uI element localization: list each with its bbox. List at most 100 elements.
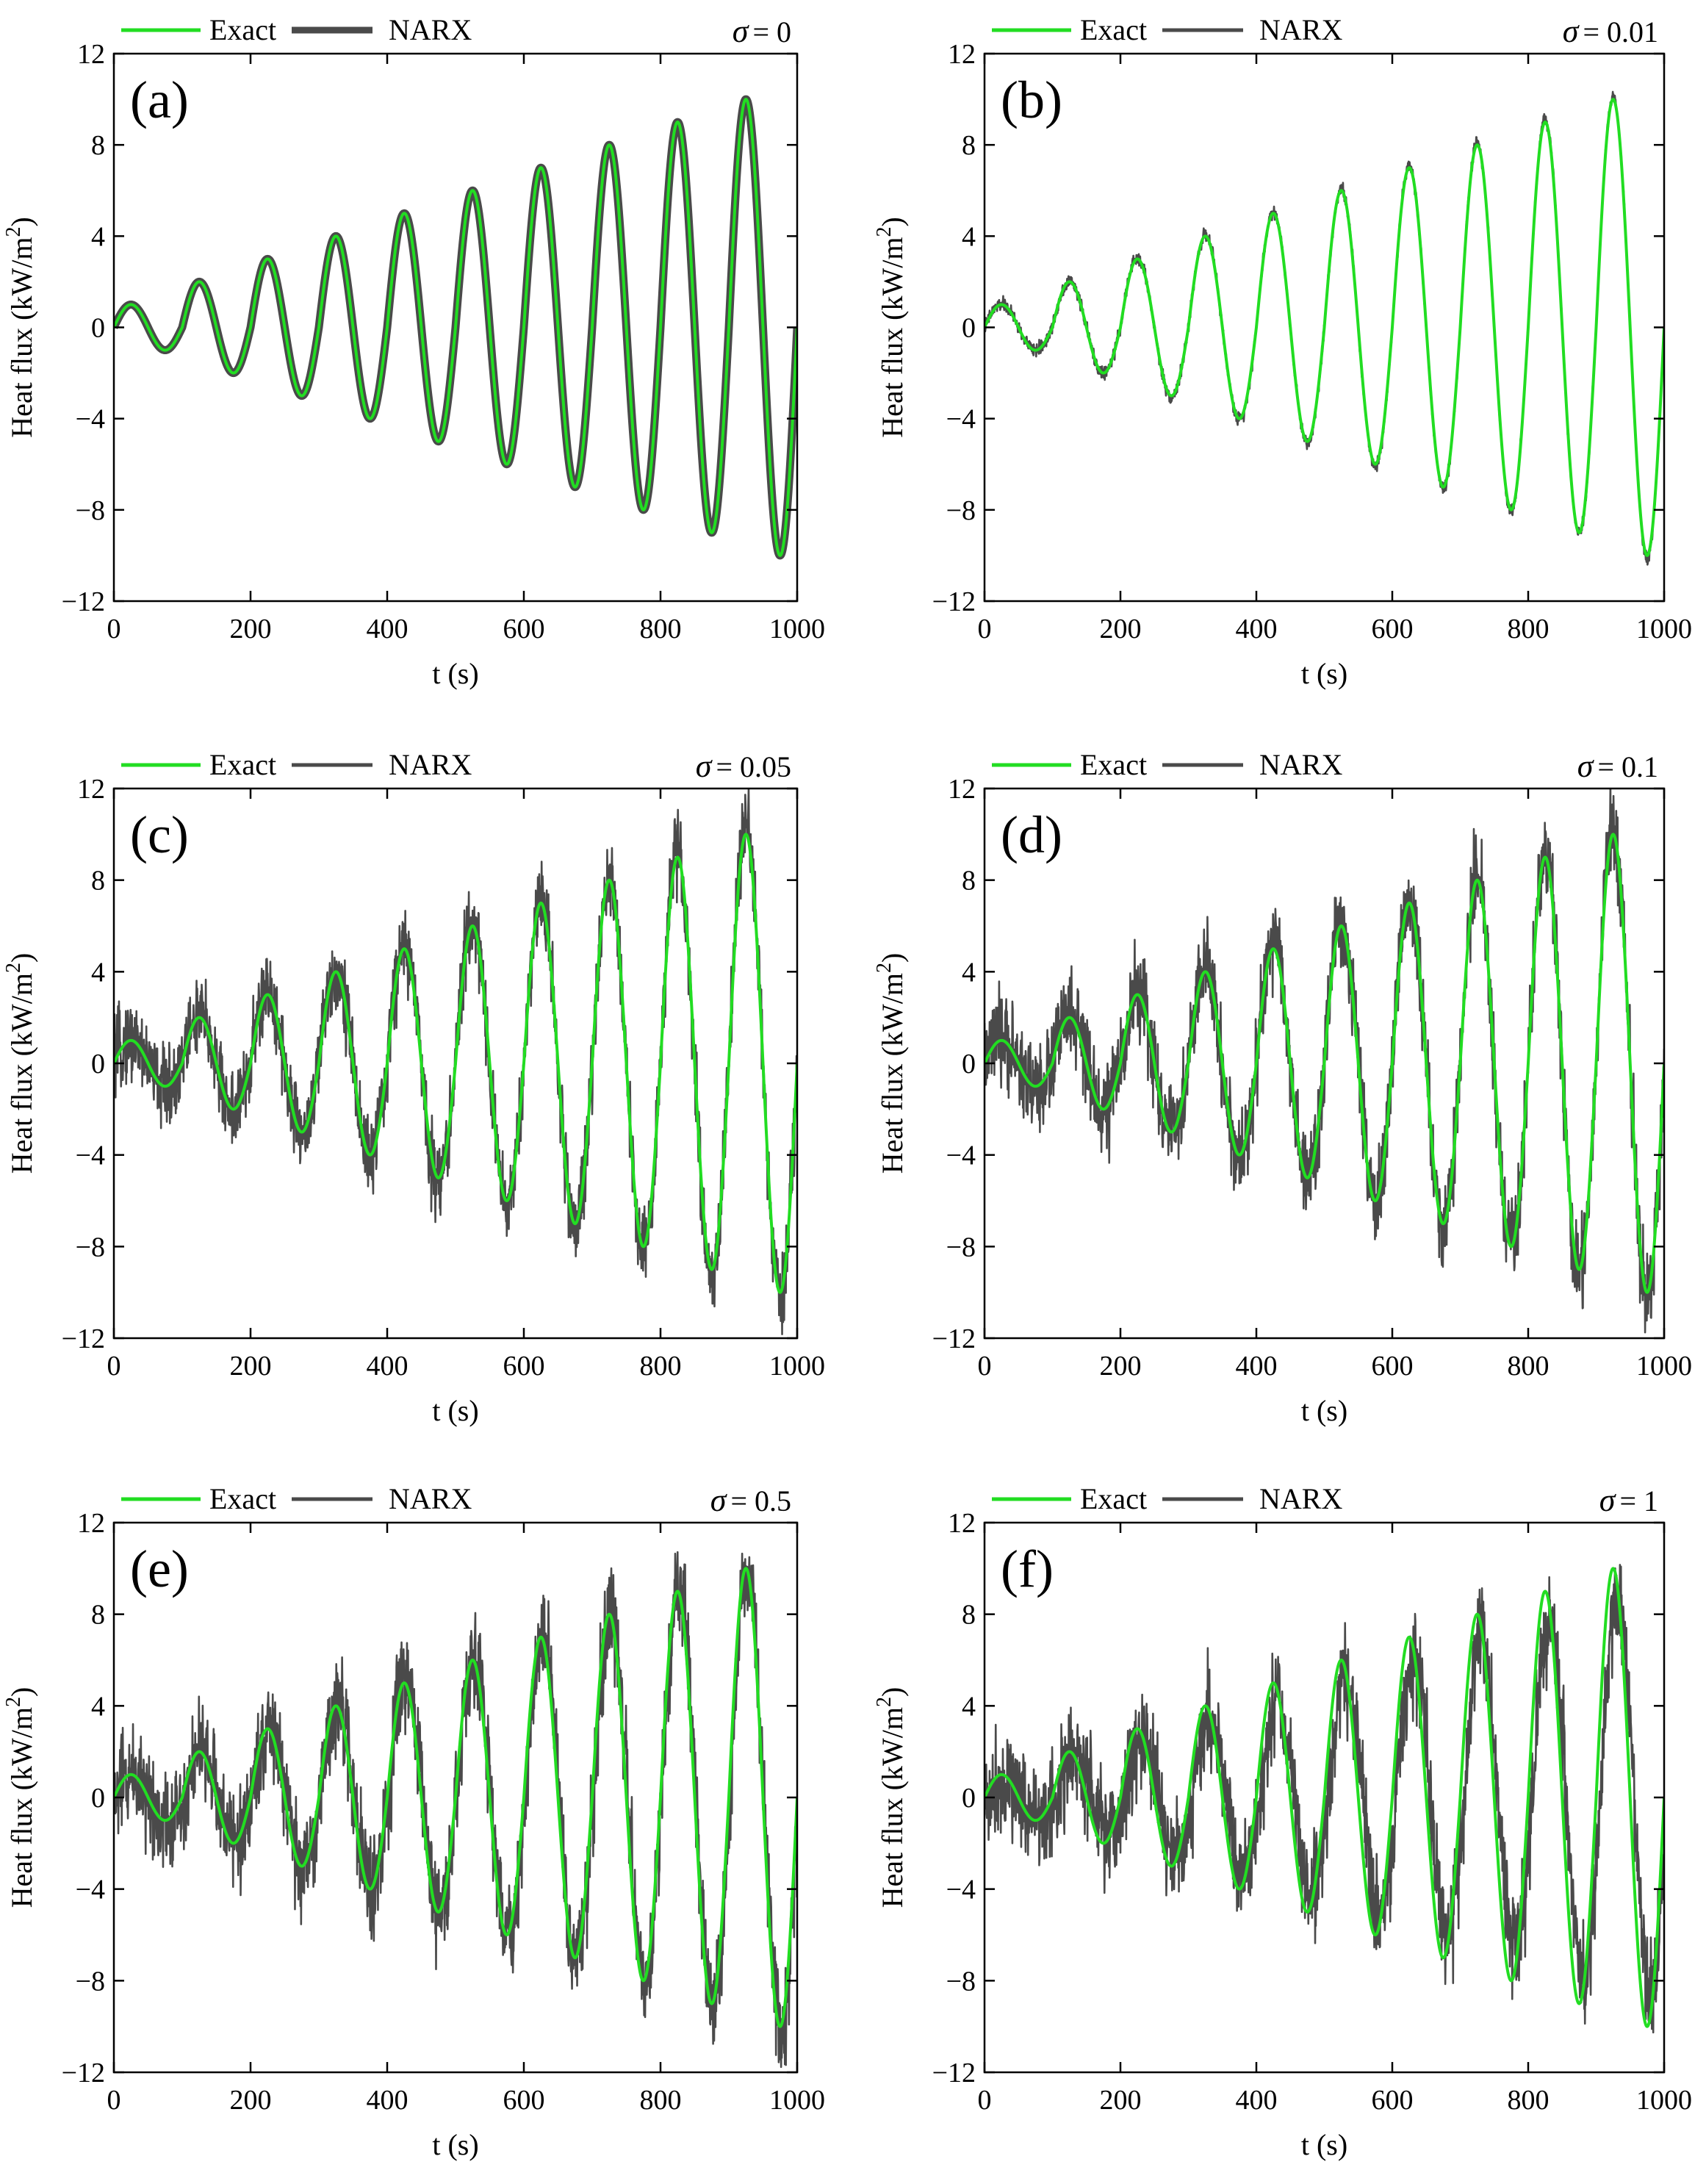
y-axis-label-superscript: 2 <box>873 1697 896 1707</box>
x-axis-label: t (s) <box>1301 1394 1347 1427</box>
series-exact-line <box>114 1567 797 2028</box>
x-tick-label: 600 <box>1372 1351 1414 1382</box>
y-tick-label: −8 <box>946 1232 976 1262</box>
x-tick-label: 600 <box>503 2085 545 2116</box>
x-tick-label: 200 <box>1100 2085 1142 2116</box>
y-tick-label: 4 <box>91 1691 105 1722</box>
y-tick-label: 0 <box>91 1049 105 1080</box>
chart-panel-f: 0 200 400 600 800 1000 −12 −8 −4 0 4 8 12 t (s) Heat f… <box>873 1482 1692 2161</box>
y-tick-label: −4 <box>76 404 105 435</box>
x-tick-label: 600 <box>503 1351 545 1382</box>
x-tick-label: 600 <box>1372 614 1414 644</box>
x-axis-label: t (s) <box>432 1394 478 1427</box>
x-tick-label: 200 <box>230 1351 272 1382</box>
y-tick-label: −8 <box>76 1232 105 1262</box>
x-tick-label: 1000 <box>769 614 825 644</box>
sigma-value: = 0.5 <box>730 1484 791 1517</box>
x-tick-label: 200 <box>1100 1351 1142 1382</box>
y-tick-label: −8 <box>76 495 105 526</box>
y-axis-label-close: ) <box>876 1687 909 1697</box>
x-tick-label: 200 <box>1100 614 1142 644</box>
series-exact-line <box>114 97 797 558</box>
chart-panel-a: 0 200 400 600 800 1000 −12 −8 −4 0 4 8 12 t (s) Heat f… <box>2 13 825 690</box>
x-tick-label: 1000 <box>769 1351 825 1382</box>
panel-label: (f) <box>1001 1540 1054 1598</box>
panel-label: (d) <box>1001 805 1062 864</box>
sigma-annotation: σ = 0.05 <box>696 748 791 784</box>
y-tick-label: −8 <box>946 495 976 526</box>
y-tick-label: 4 <box>91 957 105 988</box>
y-axis-label-close: ) <box>876 953 909 963</box>
y-axis-label-superscript: 2 <box>873 963 896 973</box>
y-tick-label: −4 <box>76 1875 105 1905</box>
sigma-annotation: σ = 0 <box>733 13 791 49</box>
x-tick-label: 400 <box>1236 2085 1278 2116</box>
sigma-value: = 0.01 <box>1583 15 1658 49</box>
y-tick-label: 12 <box>77 39 105 70</box>
x-tick-label: 0 <box>978 614 992 644</box>
x-tick-label: 0 <box>107 614 121 644</box>
y-tick-label: −8 <box>76 1966 105 1997</box>
sigma-value: = 0.05 <box>716 750 791 783</box>
y-tick-label: 8 <box>962 130 976 161</box>
chart-panel-d: 0 200 400 600 800 1000 −12 −8 −4 0 4 8 12 t (s) Heat f… <box>873 748 1692 1427</box>
y-axis-label-superscript: 2 <box>2 963 25 973</box>
panel-label: (b) <box>1001 71 1062 129</box>
y-tick-label: −4 <box>946 1875 976 1905</box>
y-tick-label: 0 <box>91 1783 105 1814</box>
y-axis-label: Heat flux (kW/m2) <box>2 217 38 438</box>
legend-narx-label: NARX <box>1259 13 1342 46</box>
y-tick-label: 8 <box>91 130 105 161</box>
x-tick-label: 600 <box>503 614 545 644</box>
panel-label: (c) <box>130 805 189 864</box>
y-axis-label-superscript: 2 <box>2 1697 25 1707</box>
y-tick-label: 12 <box>77 774 105 805</box>
y-tick-label: 8 <box>91 866 105 897</box>
y-tick-label: −4 <box>946 1141 976 1171</box>
x-tick-label: 200 <box>230 614 272 644</box>
y-tick-label: −4 <box>76 1141 105 1171</box>
y-axis-label: Heat flux (kW/m2) <box>2 1687 38 1908</box>
y-tick-label: −12 <box>932 586 976 617</box>
y-tick-label: 0 <box>962 1783 976 1814</box>
y-axis-label: Heat flux (kW/m2) <box>873 1687 909 1908</box>
y-tick-label: 0 <box>962 313 976 344</box>
legend-exact-label: Exact <box>1080 1482 1147 1515</box>
sigma-annotation: σ = 0.01 <box>1563 13 1658 49</box>
sigma-annotation: σ = 0.5 <box>710 1482 791 1518</box>
y-axis-label-close: ) <box>5 217 38 226</box>
chart-panel-e: 0 200 400 600 800 1000 −12 −8 −4 0 4 8 12 t (s) Heat f… <box>2 1482 825 2161</box>
y-tick-label: 8 <box>962 1600 976 1631</box>
series-exact-line <box>985 1567 1664 2028</box>
x-tick-label: 0 <box>107 1351 121 1382</box>
y-axis-label-superscript: 2 <box>873 227 896 237</box>
legend-narx-label: NARX <box>1259 748 1342 781</box>
y-axis-label-close: ) <box>876 217 909 226</box>
x-tick-label: 600 <box>1372 2085 1414 2116</box>
sigma-symbol: σ <box>1599 1482 1617 1518</box>
panel-label: (a) <box>130 71 189 129</box>
y-axis-label-main: Heat flux (kW/m <box>5 973 38 1174</box>
x-tick-label: 800 <box>1508 614 1550 644</box>
sigma-symbol: σ <box>733 13 750 49</box>
x-tick-label: 800 <box>640 2085 682 2116</box>
sigma-annotation: σ = 0.1 <box>1577 748 1658 784</box>
x-tick-label: 1000 <box>1636 2085 1692 2116</box>
x-axis-label: t (s) <box>432 2128 478 2161</box>
legend-narx-label: NARX <box>1259 1482 1342 1515</box>
series-narx-line <box>114 1551 797 2068</box>
x-axis-label: t (s) <box>432 657 478 690</box>
y-tick-label: −12 <box>932 2058 976 2088</box>
legend-exact-label: Exact <box>209 1482 276 1515</box>
x-axis-label: t (s) <box>1301 657 1347 690</box>
x-tick-label: 1000 <box>1636 614 1692 644</box>
y-tick-label: −12 <box>932 1323 976 1354</box>
y-axis-label-main: Heat flux (kW/m <box>5 237 38 438</box>
x-tick-label: 800 <box>1508 2085 1550 2116</box>
y-tick-label: 8 <box>91 1600 105 1631</box>
x-tick-label: 400 <box>367 614 408 644</box>
y-tick-label: −12 <box>62 2058 105 2088</box>
y-tick-label: 4 <box>91 221 105 252</box>
y-axis-label-close: ) <box>5 1687 38 1697</box>
x-tick-label: 0 <box>978 2085 992 2116</box>
